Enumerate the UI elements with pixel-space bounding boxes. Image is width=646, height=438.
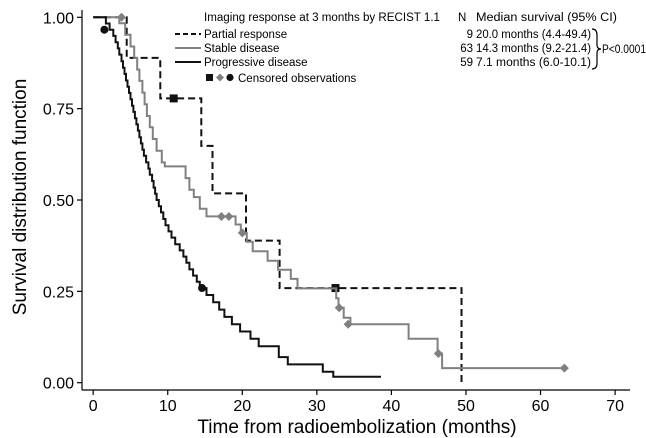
legend-label-partial: Partial response	[204, 29, 287, 41]
legend-label-progressive: Progressive disease	[204, 57, 308, 69]
censor-circle-icon	[226, 73, 234, 82]
censor-mark-progressive-disease	[198, 284, 207, 293]
censor-mark-progressive-disease	[100, 25, 109, 34]
censor-mark-stable-disease	[237, 228, 247, 238]
legend-n-progressive: 59	[460, 57, 473, 69]
legend-censored-label: Censored observations	[238, 73, 357, 85]
x-ticks: 0 10 20 30 40 50 60 70	[89, 390, 624, 415]
x-tick-label: 10	[159, 398, 177, 415]
y-tick-label: 0.75	[43, 102, 74, 119]
legend-median-progressive: 7.1 months (6.0-10.1)	[476, 57, 591, 69]
legend-header-group: Imaging response at 3 months by RECIST 1…	[204, 12, 440, 24]
censor-mark-stable-disease	[343, 319, 353, 329]
y-tick-label: 0.50	[43, 193, 74, 210]
x-tick-label: 60	[532, 398, 550, 415]
censor-mark-stable-disease	[334, 303, 344, 313]
legend-median-stable: 14.3 months (9.2-21.4)	[476, 43, 591, 55]
y-axis-label: Survival distribution function	[10, 79, 31, 316]
legend-median-partial: 20.0 months (4.4-49.4)	[476, 29, 591, 41]
y-tick-label: 1.00	[43, 10, 74, 27]
legend-header-n: N	[458, 12, 466, 24]
x-tick-label: 0	[89, 398, 98, 415]
censor-mark-stable-disease	[559, 363, 569, 373]
x-tick-label: 40	[383, 398, 401, 415]
legend-n-stable: 63	[460, 43, 473, 55]
curve-progressive-disease	[93, 16, 381, 378]
y-tick-label: 0.00	[43, 376, 74, 393]
x-tick-label: 70	[606, 398, 624, 415]
curve-partial-response	[93, 16, 463, 383]
legend-pvalue: P<0.0001	[602, 44, 646, 56]
legend-brace-icon	[591, 28, 602, 70]
x-tick-label: 30	[308, 398, 326, 415]
x-tick-label: 50	[457, 398, 475, 415]
curve-stable-disease	[93, 16, 565, 370]
censor-mark-partial-response	[169, 94, 178, 103]
censor-diamond-icon	[216, 73, 224, 82]
censor-mark-stable-disease	[117, 12, 127, 22]
series-layer	[93, 12, 569, 383]
censor-mark-stable-disease	[224, 211, 234, 221]
censor-mark-stable-disease	[433, 348, 443, 358]
y-ticks: 0.00 0.25 0.50 0.75 1.00	[43, 10, 82, 393]
legend: Imaging response at 3 months by RECIST 1…	[175, 12, 646, 85]
censor-square-icon	[206, 74, 213, 81]
legend-n-partial: 9	[467, 29, 473, 41]
y-tick-label: 0.25	[43, 284, 74, 301]
legend-label-stable: Stable disease	[204, 43, 279, 55]
legend-header-median: Median survival (95% CI)	[476, 12, 617, 24]
censor-mark-stable-disease	[216, 211, 226, 221]
x-axis-label: Time from radioembolization (months)	[197, 417, 516, 438]
x-tick-label: 20	[233, 398, 251, 415]
